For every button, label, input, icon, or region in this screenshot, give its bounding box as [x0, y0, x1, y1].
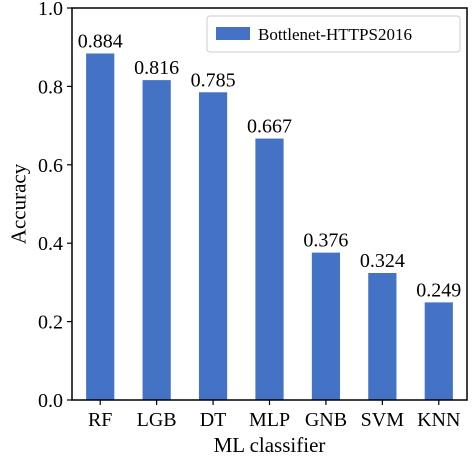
value-label-dt: 0.785	[191, 69, 236, 91]
bar-mlp	[255, 138, 284, 401]
y-tick-label: 0.2	[38, 312, 63, 334]
bars	[86, 53, 453, 401]
x-axis-ticks: RF LGB DT MLP GNB SVM KNN	[88, 400, 460, 431]
bar-rf	[86, 53, 115, 400]
legend-label: Bottlenet-HTTPS2016	[258, 25, 412, 44]
value-label-rf: 0.884	[78, 30, 123, 52]
legend-box	[206, 15, 461, 53]
value-label-gnb: 0.376	[303, 230, 348, 252]
bar-lgb	[142, 80, 171, 400]
plot-frame	[71, 7, 468, 401]
x-tick-label-mlp: MLP	[249, 409, 290, 431]
value-label-svm: 0.324	[360, 250, 405, 272]
y-tick-label: 0.6	[38, 155, 63, 177]
legend: Bottlenet-HTTPS2016	[206, 15, 461, 53]
legend-swatch	[216, 27, 250, 40]
value-labels: 0.884 0.816 0.785 0.667 0.376 0.324 0.249	[78, 30, 462, 301]
x-tick-label-knn: KNN	[417, 409, 460, 431]
x-tick-label-gnb: GNB	[305, 409, 347, 431]
y-tick-label: 0.4	[38, 233, 63, 255]
bar-gnb	[311, 252, 341, 400]
y-axis-ticks: 0.0 0.2 0.4 0.6 0.8 1.0	[38, 0, 72, 412]
x-tick-label-lgb: LGB	[137, 409, 177, 431]
x-axis-title: ML classifier	[214, 433, 326, 457]
x-tick-label-rf: RF	[88, 409, 112, 431]
bar-dt	[198, 92, 228, 400]
bar-svm	[368, 272, 397, 400]
y-tick-label: 1.0	[38, 0, 63, 20]
x-tick-label-dt: DT	[200, 409, 227, 431]
x-tick-label-svm: SVM	[361, 409, 405, 431]
y-tick-label: 0.8	[38, 76, 63, 98]
bar-knn	[424, 302, 453, 400]
value-label-knn: 0.249	[416, 279, 461, 301]
value-label-mlp: 0.667	[247, 116, 292, 138]
value-label-lgb: 0.816	[134, 57, 179, 79]
y-axis-title: Accuracy	[6, 163, 30, 244]
y-tick-label: 0.0	[38, 390, 63, 412]
